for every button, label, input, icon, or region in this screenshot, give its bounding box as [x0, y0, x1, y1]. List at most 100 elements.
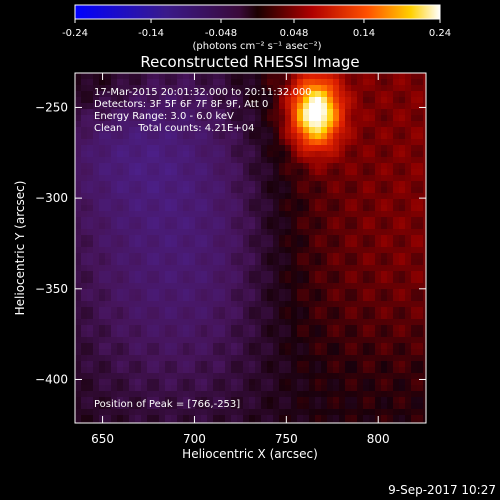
heatmap-cell	[255, 169, 261, 175]
heatmap-cell	[147, 193, 153, 199]
heatmap-cell	[273, 79, 279, 85]
heatmap-cell	[249, 403, 255, 409]
heatmap-cell	[207, 193, 213, 199]
heatmap-cell	[291, 397, 297, 403]
heatmap-cell	[291, 421, 297, 423]
heatmap-cell	[213, 223, 219, 229]
heatmap-cell	[285, 265, 291, 271]
heatmap-cell	[315, 127, 321, 133]
timestamp: 9-Sep-2017 10:27	[388, 483, 496, 497]
heatmap-cell	[333, 373, 339, 379]
heatmap-cell	[243, 133, 249, 139]
heatmap-cell	[93, 121, 99, 127]
heatmap-cell	[189, 259, 195, 265]
heatmap-cell	[165, 403, 171, 409]
heatmap-cell	[393, 397, 399, 403]
heatmap-cell	[255, 283, 261, 289]
heatmap-cell	[189, 199, 195, 205]
heatmap-cell	[405, 379, 411, 385]
heatmap-cell	[237, 403, 243, 409]
heatmap-cell	[315, 109, 321, 115]
heatmap-cell	[285, 181, 291, 187]
heatmap-cell	[249, 373, 255, 379]
heatmap-cell	[99, 181, 105, 187]
heatmap-cell	[183, 181, 189, 187]
heatmap-cell	[381, 331, 387, 337]
heatmap-cell	[219, 79, 225, 85]
heatmap-cell	[129, 193, 135, 199]
heatmap-cell	[285, 97, 291, 103]
heatmap-cell	[81, 409, 87, 415]
heatmap-cell	[393, 379, 399, 385]
heatmap-cell	[159, 205, 165, 211]
heatmap-cell	[345, 127, 351, 133]
heatmap-cell	[123, 385, 129, 391]
heatmap-cell	[93, 421, 99, 423]
heatmap-cell	[147, 181, 153, 187]
heatmap-cell	[129, 331, 135, 337]
heatmap-cell	[99, 301, 105, 307]
heatmap-cell	[411, 145, 417, 151]
heatmap-cell	[297, 409, 303, 415]
heatmap-cell	[291, 265, 297, 271]
heatmap-cell	[423, 319, 426, 325]
heatmap-cell	[345, 235, 351, 241]
heatmap-cell	[303, 379, 309, 385]
heatmap-cell	[243, 301, 249, 307]
heatmap-cell	[159, 235, 165, 241]
heatmap-cell	[135, 385, 141, 391]
heatmap-cell	[123, 169, 129, 175]
heatmap-cell	[117, 349, 123, 355]
heatmap-cell	[171, 241, 177, 247]
heatmap-cell	[411, 367, 417, 373]
heatmap-cell	[381, 223, 387, 229]
heatmap-cell	[411, 253, 417, 259]
heatmap-cell	[405, 271, 411, 277]
heatmap-cell	[111, 295, 117, 301]
heatmap-cell	[339, 163, 345, 169]
heatmap-cell	[333, 289, 339, 295]
heatmap-cell	[189, 121, 195, 127]
heatmap-cell	[417, 157, 423, 163]
heatmap-cell	[147, 85, 153, 91]
heatmap-cell	[309, 247, 315, 253]
heatmap-cell	[99, 205, 105, 211]
heatmap-cell	[219, 259, 225, 265]
heatmap-cell	[219, 253, 225, 259]
heatmap-cell	[339, 73, 345, 79]
heatmap-cell	[369, 307, 375, 313]
heatmap-cell	[285, 175, 291, 181]
heatmap-cell	[375, 343, 381, 349]
heatmap-cell	[219, 223, 225, 229]
heatmap-cell	[399, 169, 405, 175]
heatmap-cell	[411, 397, 417, 403]
heatmap-cell	[303, 265, 309, 271]
heatmap-cell	[345, 163, 351, 169]
heatmap-cell	[285, 169, 291, 175]
heatmap-cell	[411, 235, 417, 241]
heatmap-cell	[255, 217, 261, 223]
heatmap-cell	[99, 259, 105, 265]
heatmap-cell	[207, 241, 213, 247]
heatmap-cell	[369, 373, 375, 379]
heatmap-cell	[297, 133, 303, 139]
heatmap-cell	[183, 217, 189, 223]
heatmap-cell	[255, 277, 261, 283]
heatmap-cell	[375, 295, 381, 301]
heatmap-cell	[387, 109, 393, 115]
heatmap-cell	[87, 187, 93, 193]
heatmap-cell	[279, 175, 285, 181]
heatmap-cell	[291, 229, 297, 235]
heatmap-cell	[381, 421, 387, 423]
heatmap-cell	[381, 85, 387, 91]
heatmap-cell	[297, 103, 303, 109]
heatmap-cell	[399, 301, 405, 307]
heatmap-cell	[231, 415, 237, 421]
heatmap-cell	[165, 229, 171, 235]
heatmap-cell	[153, 259, 159, 265]
heatmap-cell	[195, 283, 201, 289]
heatmap-cell	[153, 223, 159, 229]
heatmap-cell	[219, 421, 225, 423]
heatmap-cell	[237, 145, 243, 151]
heatmap-cell	[291, 139, 297, 145]
